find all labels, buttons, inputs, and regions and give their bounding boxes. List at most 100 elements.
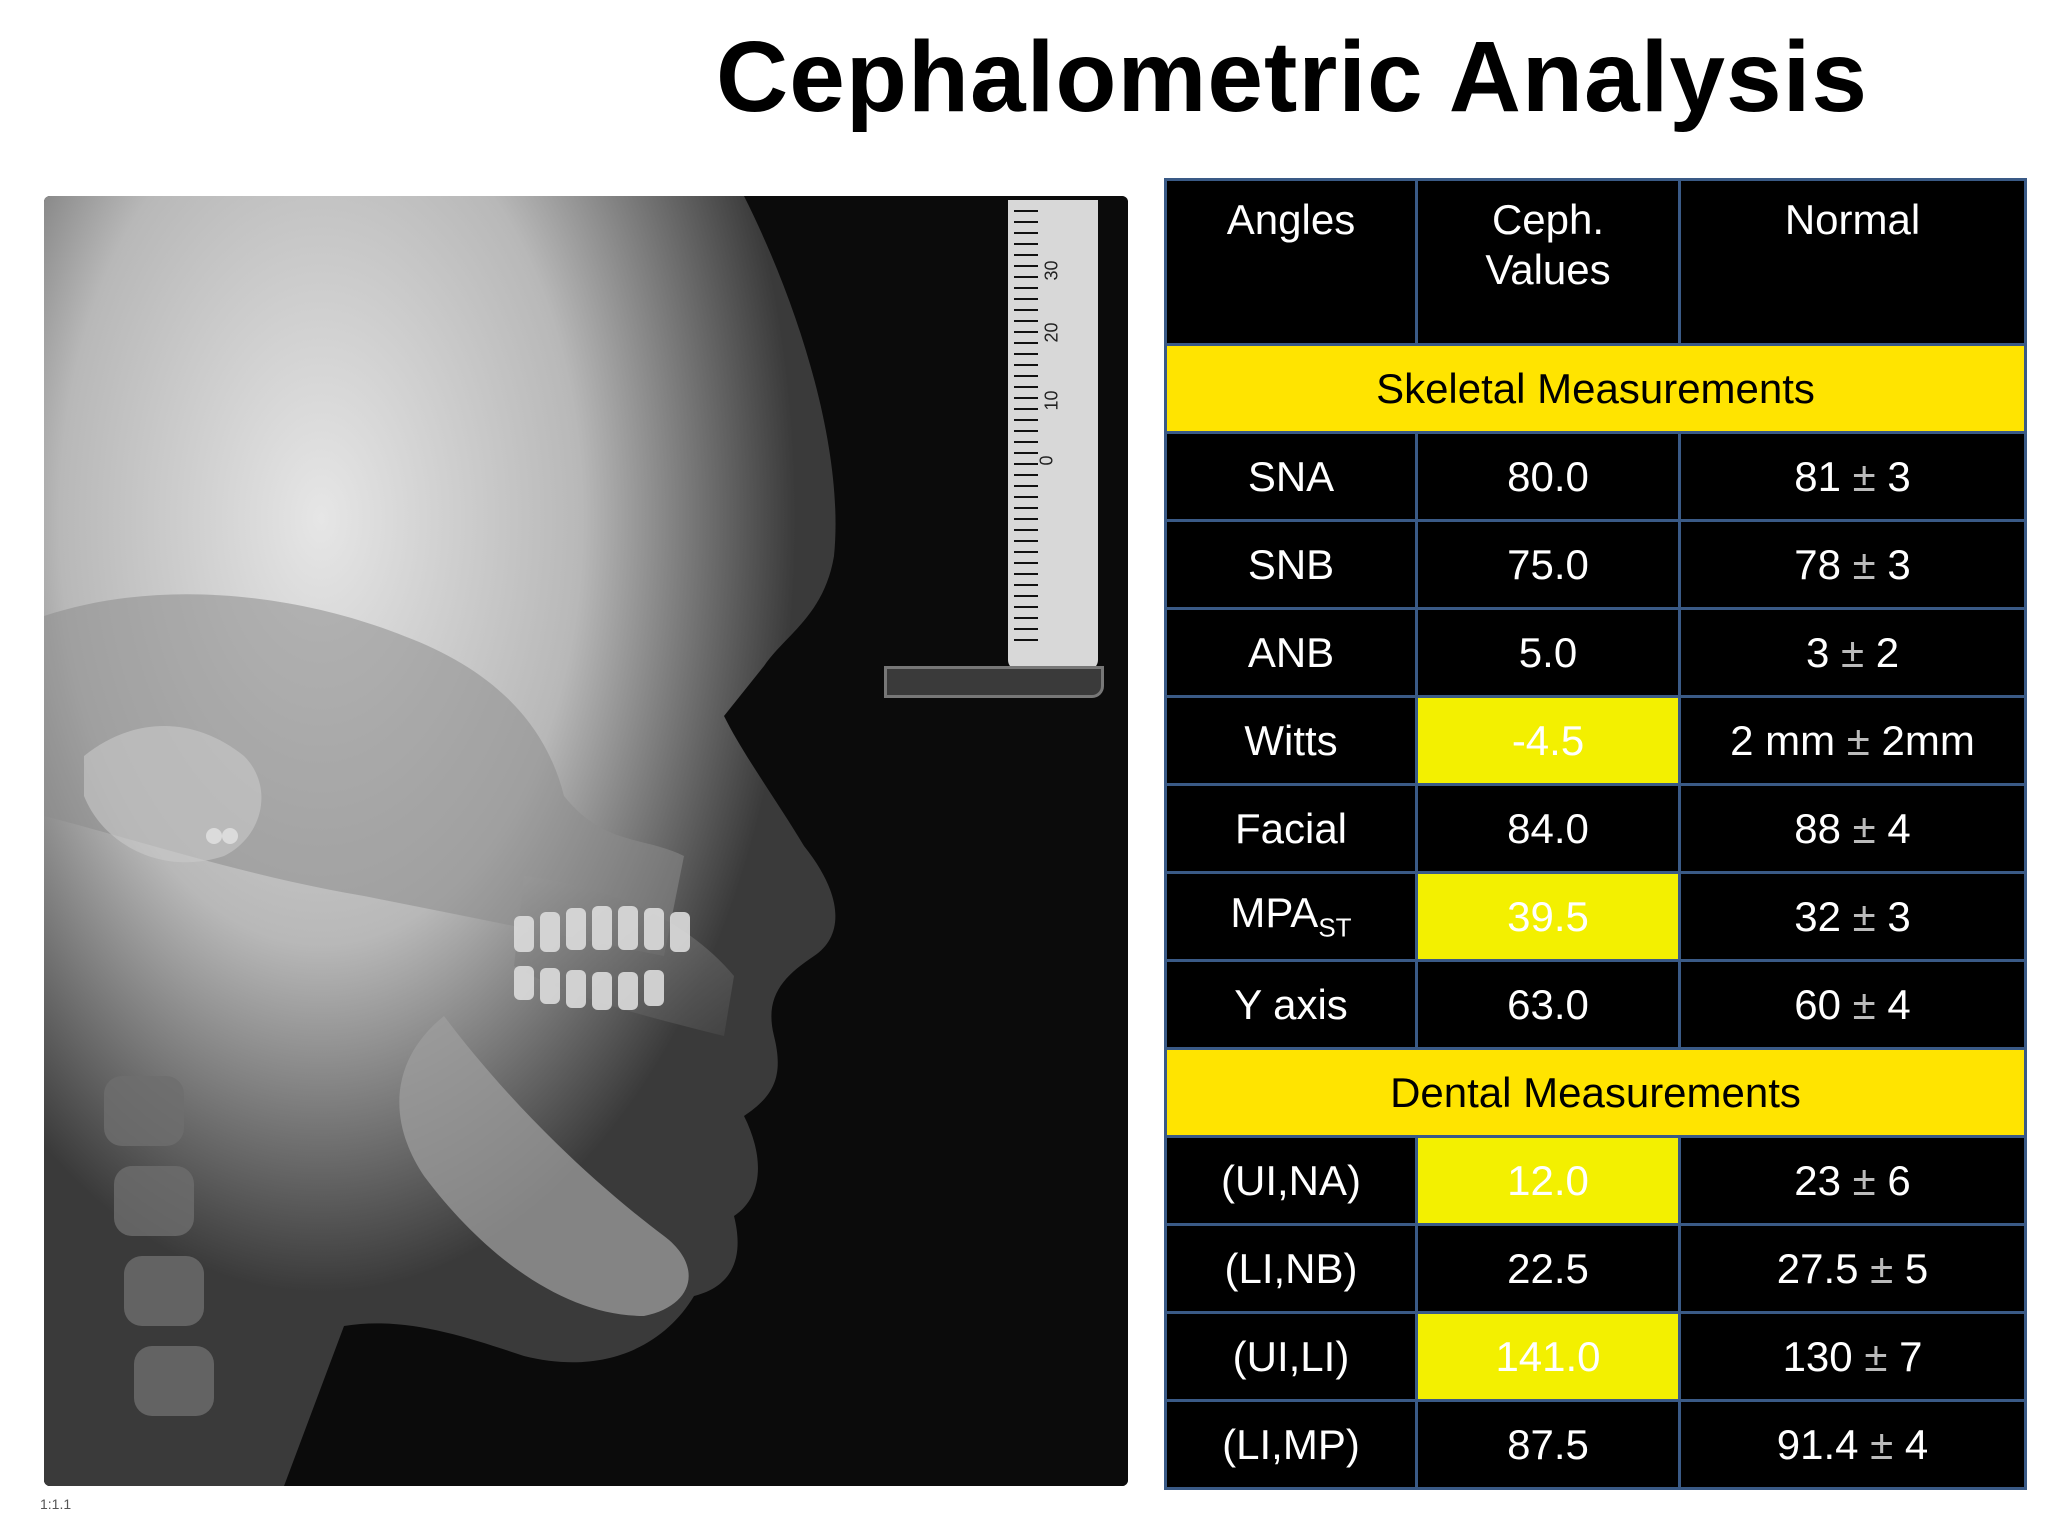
normal-range-cell: 81 ± 3 [1678,431,2027,522]
plus-minus-icon: ± [1846,716,1870,764]
normal-deviation: 3 [1887,452,1911,500]
normal-mean: 27.5 [1776,1244,1859,1292]
plus-minus-icon: ± [1870,1244,1894,1292]
normal-range-cell: 130 ± 7 [1678,1311,2027,1402]
plus-minus-icon: ± [1870,1420,1894,1468]
normal-range-cell: 91.4 ± 4 [1678,1399,2027,1490]
angle-label: SNB [1247,540,1335,588]
dental-section-header: Dental Measurements [1164,1047,2027,1138]
normal-deviation: 2mm [1881,716,1975,764]
angle-cell: (LI,NB) [1164,1223,1418,1314]
angle-cell: (LI,MP) [1164,1399,1418,1490]
table-row: (UI,LI) 141.0 130 ± 7 [1164,1311,2027,1402]
normal-range-cell: 78 ± 3 [1678,519,2027,610]
ceph-value-cell: 12.0 [1415,1135,1681,1226]
normal-mean: 2 mm [1730,716,1836,764]
normal-range-cell: 2 mm ± 2mm [1678,695,2027,786]
angle-label: Witts [1244,716,1338,764]
angle-label: (UI,NA) [1221,1156,1361,1204]
ruler-label: 0 [1036,455,1057,466]
angle-label: Y axis [1234,980,1348,1028]
ruler-nasion-pointer [884,666,1104,698]
table-row: Y axis 63.0 60 ± 4 [1164,959,2027,1050]
table-row: SNB 75.0 78 ± 3 [1164,519,2027,610]
angle-cell: Facial [1164,783,1418,874]
header-normal: Normal [1678,178,2027,346]
normal-mean: 3 [1805,628,1830,676]
angle-label: ANB [1247,628,1335,676]
plus-minus-icon: ± [1852,892,1876,940]
normal-deviation: 6 [1887,1156,1911,1204]
ceph-value-cell: 84.0 [1415,783,1681,874]
normal-mean: 130 [1782,1332,1853,1380]
normal-deviation: 7 [1899,1332,1923,1380]
normal-mean: 78 [1794,540,1841,588]
table-row: ANB 5.0 3 ± 2 [1164,607,2027,698]
ceph-value-cell: 39.5 [1415,871,1681,962]
angle-label: (LI,NB) [1224,1244,1358,1292]
skull-radiograph [44,196,1128,1486]
normal-mean: 60 [1794,980,1841,1028]
normal-mean: 91.4 [1776,1420,1859,1468]
angle-label: SNA [1247,452,1335,500]
ruler-ticks [1014,210,1038,650]
table-header-row: Angles Ceph. Values Normal [1164,178,2027,346]
angle-cell: (UI,LI) [1164,1311,1418,1402]
table-row: Witts -4.5 2 mm ± 2mm [1164,695,2027,786]
normal-deviation: 3 [1887,892,1911,940]
normal-deviation: 3 [1887,540,1911,588]
normal-range-cell: 23 ± 6 [1678,1135,2027,1226]
angle-cell: ANB [1164,607,1418,698]
measurement-ruler: 30 20 10 0 [1008,200,1098,670]
normal-range-cell: 3 ± 2 [1678,607,2027,698]
ceph-value-cell: 22.5 [1415,1223,1681,1314]
plus-minus-icon: ± [1852,540,1876,588]
page-title: Cephalometric Analysis [716,21,1869,133]
angle-cell: MPAST [1164,871,1418,962]
table-row: (UI,NA) 12.0 23 ± 6 [1164,1135,2027,1226]
header-angles: Angles [1164,178,1418,346]
ruler-label: 30 [1041,260,1062,281]
normal-mean: 32 [1794,892,1841,940]
table-row: (LI,NB) 22.5 27.5 ± 5 [1164,1223,2027,1314]
ceph-value-cell: 63.0 [1415,959,1681,1050]
normal-deviation: 4 [1904,1420,1929,1468]
table-row: MPAST 39.5 32 ± 3 [1164,871,2027,962]
dental-section-header-label: Dental Measurements [1164,1047,2027,1138]
normal-mean: 23 [1794,1156,1841,1204]
normal-deviation: 4 [1887,804,1911,852]
plus-minus-icon: ± [1840,628,1865,676]
ceph-value-cell: 75.0 [1415,519,1681,610]
normal-mean: 88 [1794,804,1841,852]
plus-minus-icon: ± [1852,1156,1876,1204]
ceph-value-cell: 5.0 [1415,607,1681,698]
table-row: SNA 80.0 81 ± 3 [1164,431,2027,522]
angle-cell: SNA [1164,431,1418,522]
normal-range-cell: 32 ± 3 [1678,871,2027,962]
ruler-label: 20 [1041,322,1062,343]
ceph-value-cell: 87.5 [1415,1399,1681,1490]
angle-label: MPA [1230,889,1319,937]
normal-deviation: 2 [1875,628,1900,676]
normal-range-cell: 27.5 ± 5 [1678,1223,2027,1314]
table-row: (LI,MP) 87.5 91.4 ± 4 [1164,1399,2027,1490]
ruler-label: 10 [1041,390,1062,411]
ceph-value-cell: 141.0 [1415,1311,1681,1402]
ceph-value-cell: 80.0 [1415,431,1681,522]
angle-label: (LI,MP) [1222,1420,1360,1468]
cephalometric-xray-image: 30 20 10 0 [44,196,1128,1486]
skeletal-section-header-label: Skeletal Measurements [1164,343,2027,434]
normal-deviation: 5 [1904,1244,1929,1292]
angle-cell: SNB [1164,519,1418,610]
normal-deviation: 4 [1887,980,1911,1028]
ceph-value-cell: -4.5 [1415,695,1681,786]
plus-minus-icon: ± [1852,452,1876,500]
angle-cell: Y axis [1164,959,1418,1050]
plus-minus-icon: ± [1852,804,1876,852]
skeletal-section-header: Skeletal Measurements [1164,343,2027,434]
plus-minus-icon: ± [1852,980,1876,1028]
normal-range-cell: 60 ± 4 [1678,959,2027,1050]
image-scale-mark: 1:1.1 [40,1496,72,1512]
angle-cell: (UI,NA) [1164,1135,1418,1226]
cephalometric-table: Angles Ceph. Values Normal Skeletal Meas… [1164,178,2027,1490]
